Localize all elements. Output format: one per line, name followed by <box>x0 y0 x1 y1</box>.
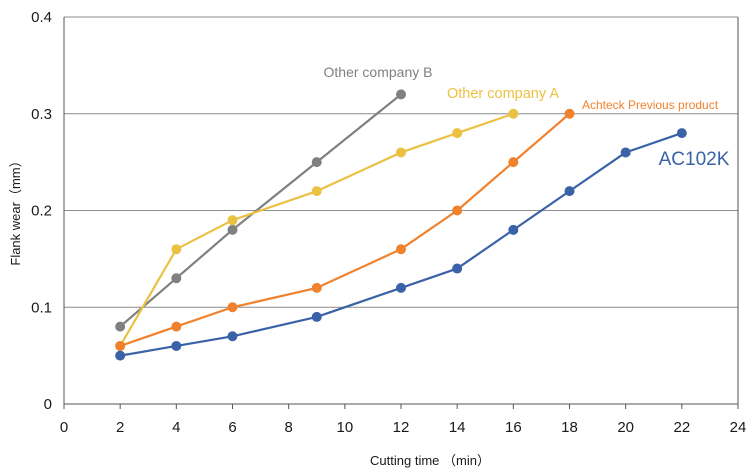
data-point <box>452 128 462 138</box>
data-point <box>508 225 518 235</box>
y-tick-label: 0 <box>44 396 52 413</box>
x-tick-label: 8 <box>284 419 292 436</box>
data-point <box>312 283 322 293</box>
x-tick-label: 20 <box>617 419 634 436</box>
data-point <box>171 273 181 283</box>
grid-lines <box>64 17 738 307</box>
data-point <box>452 264 462 274</box>
x-tick-label: 4 <box>172 419 180 436</box>
series-line <box>120 114 513 346</box>
data-point <box>508 109 518 119</box>
data-point <box>228 215 238 225</box>
x-tick-label: 12 <box>393 419 410 436</box>
y-tick-label: 0.2 <box>31 203 52 220</box>
data-point <box>565 186 575 196</box>
series-labels: Other company B Other company A Achteck Pr… <box>324 64 730 170</box>
data-point <box>228 225 238 235</box>
data-point <box>312 157 322 167</box>
data-point <box>396 283 406 293</box>
data-point <box>228 302 238 312</box>
series-label: Other company B <box>324 64 433 80</box>
x-tick-label: 14 <box>449 419 466 436</box>
x-tick-labels: 0 2 4 6 8 10 12 14 16 18 20 22 24 <box>60 419 747 436</box>
x-tick-label: 2 <box>116 419 124 436</box>
data-point <box>621 147 631 157</box>
data-point <box>115 322 125 332</box>
data-point <box>396 89 406 99</box>
y-axis-title: Flank wear（mm） <box>8 154 23 265</box>
data-point <box>312 186 322 196</box>
data-point <box>452 206 462 216</box>
series-label: AC102K <box>659 149 730 170</box>
x-axis-title: Cutting time （min） <box>370 453 490 468</box>
data-point <box>115 351 125 361</box>
y-tick-label: 0.3 <box>31 106 52 123</box>
x-tick-label: 10 <box>336 419 353 436</box>
y-tick-label: 0.1 <box>31 299 52 316</box>
data-point <box>565 109 575 119</box>
x-tick-label: 0 <box>60 419 68 436</box>
x-tick-label: 22 <box>673 419 690 436</box>
data-point <box>171 244 181 254</box>
series-lines <box>115 89 687 360</box>
series-label: Other company A <box>447 86 559 102</box>
data-point <box>228 331 238 341</box>
data-point <box>508 157 518 167</box>
data-point <box>171 322 181 332</box>
data-point <box>115 341 125 351</box>
y-tick-labels: 0 0.1 0.2 0.3 0.4 <box>31 9 52 413</box>
data-point <box>312 312 322 322</box>
x-tick-label: 16 <box>505 419 522 436</box>
data-point <box>171 341 181 351</box>
series-label: Achteck Previous product <box>582 98 719 112</box>
data-point <box>396 147 406 157</box>
y-tick-label: 0.4 <box>31 9 52 26</box>
x-tick-label: 6 <box>228 419 236 436</box>
x-tick-label: 24 <box>730 419 747 436</box>
data-point <box>677 128 687 138</box>
x-tick-label: 18 <box>561 419 578 436</box>
data-point <box>396 244 406 254</box>
series-line <box>120 114 569 346</box>
